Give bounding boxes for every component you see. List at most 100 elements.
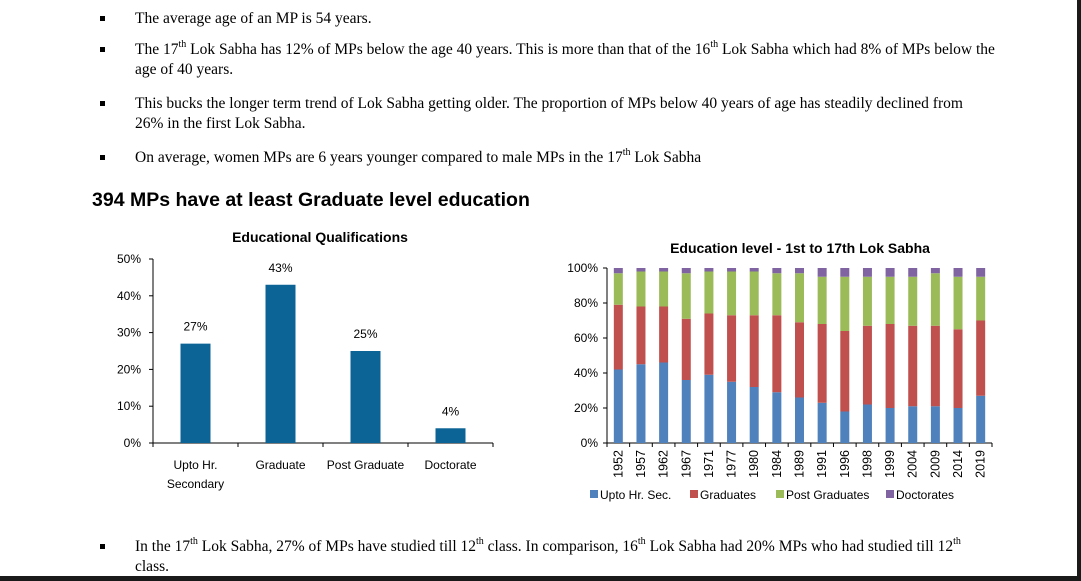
x-tick-label: Upto Hr.: [173, 458, 217, 472]
y-tick-label: 100%: [567, 261, 598, 275]
stack-segment: [613, 369, 623, 443]
bullet-marker: [100, 47, 105, 52]
stack-segment: [840, 268, 850, 277]
stack-segment: [817, 268, 827, 277]
stack-segment: [636, 364, 646, 443]
x-tick-label: 1998: [860, 450, 874, 478]
stack-segment: [772, 392, 782, 443]
stack-segment: [636, 271, 646, 307]
y-tick-label: 40%: [117, 289, 141, 303]
stack-segment: [704, 374, 714, 443]
stack-segment: [976, 268, 986, 277]
y-tick-label: 0%: [581, 436, 599, 450]
stack-segment: [953, 268, 963, 277]
stack-segment: [817, 402, 827, 443]
legend-item: Post Graduates: [776, 488, 869, 502]
stack-segment: [908, 325, 918, 407]
education-level-stacked-chart: Education level - 1st to 17th Lok Sabha …: [567, 240, 993, 502]
stack-segment: [840, 331, 850, 412]
stack-segment: [976, 395, 986, 443]
bullet-text: In the 17th Lok Sabha, 27% of MPs have s…: [135, 535, 961, 575]
stack-segment: [704, 268, 714, 272]
bullet-marker: [100, 155, 105, 160]
y-tick-label: 20%: [117, 362, 141, 376]
x-tick-label: Secondary: [167, 477, 224, 491]
stack-segment: [772, 273, 782, 316]
x-tick-label: 1984: [770, 450, 784, 478]
stack-segment: [613, 268, 623, 274]
legend-label: Post Graduates: [786, 488, 869, 502]
stack-segment: [930, 268, 940, 274]
legend-item: Upto Hr. Sec.: [590, 488, 671, 502]
stack-segment: [795, 268, 804, 274]
stack-segment: [772, 315, 782, 393]
stack-segment: [749, 315, 759, 387]
chart-title: Educational Qualifications: [232, 229, 408, 245]
bullet-text: On average, women MPs are 6 years younge…: [135, 146, 702, 166]
stack-segment: [862, 404, 872, 443]
stack-segment: [795, 273, 804, 323]
stack-segment: [727, 315, 737, 382]
stack-segment: [840, 411, 850, 443]
legend-swatch: [776, 490, 784, 498]
stack-segment: [908, 406, 918, 443]
data-label: 27%: [183, 320, 207, 334]
bar: [180, 343, 211, 443]
educational-qualifications-chart: Educational Qualifications 0% 10% 20% 30% 40…: [117, 229, 494, 491]
stack-segment: [636, 268, 646, 272]
data-label: 43%: [268, 261, 292, 275]
stack-segment: [930, 406, 940, 443]
x-tick-label: 2009: [928, 450, 942, 478]
legend-item: Graduates: [690, 488, 756, 502]
x-tick-label: 1999: [883, 450, 897, 478]
stack-segment: [659, 306, 669, 363]
y-tick-label: 10%: [117, 399, 141, 413]
stack-segment: [613, 304, 623, 370]
x-tick-label: 2014: [951, 450, 965, 478]
legend-swatch: [590, 490, 598, 498]
x-tick-label: 1991: [815, 450, 829, 478]
x-tick-label: Doctorate: [424, 458, 476, 472]
stack-segment: [862, 268, 872, 277]
stack-segment: [817, 324, 827, 403]
data-label: 25%: [353, 327, 377, 341]
x-tick-label: 1957: [634, 450, 648, 478]
legend-item: Doctorates: [886, 488, 954, 502]
bullet-marker: [100, 544, 105, 549]
bullet-marker: [100, 16, 105, 21]
stack-segment: [930, 273, 940, 326]
x-tick-label: 1980: [747, 450, 761, 478]
stack-segment: [727, 271, 737, 316]
stack-segment: [636, 306, 646, 365]
stack-segment: [659, 268, 669, 272]
y-tick-label: 80%: [574, 296, 598, 310]
x-tick-label: 1967: [679, 450, 693, 478]
stack-segment: [976, 320, 986, 396]
stack-segment: [749, 268, 759, 272]
stack-segment: [908, 268, 918, 277]
x-tick-label: 1971: [702, 450, 716, 478]
stack-segment: [681, 318, 691, 380]
stack-segment: [659, 271, 669, 307]
legend-swatch: [886, 490, 894, 498]
x-tick-label: Post Graduate: [327, 458, 405, 472]
bullet-text: The average age of an MP is 54 years.: [135, 10, 372, 27]
stack-segment: [659, 362, 669, 443]
bar: [350, 351, 381, 443]
stack-segment: [727, 268, 737, 272]
stack-segment: [704, 271, 714, 314]
x-tick-label: 1952: [611, 450, 625, 478]
bar: [435, 428, 466, 443]
stack-segment: [953, 408, 963, 443]
stack-segment: [795, 322, 804, 398]
data-label: 4%: [442, 404, 460, 418]
stack-segment: [681, 268, 691, 274]
stack-segment: [681, 273, 691, 319]
y-tick-label: 20%: [574, 401, 598, 415]
stack-segment: [749, 387, 759, 443]
x-tick-label: 2019: [974, 450, 988, 478]
stack-segment: [840, 276, 850, 331]
legend: Upto Hr. Sec. Graduates Post Graduates Doct…: [590, 488, 954, 502]
bullet-text: This bucks the longer term trend of Lok …: [135, 95, 963, 132]
